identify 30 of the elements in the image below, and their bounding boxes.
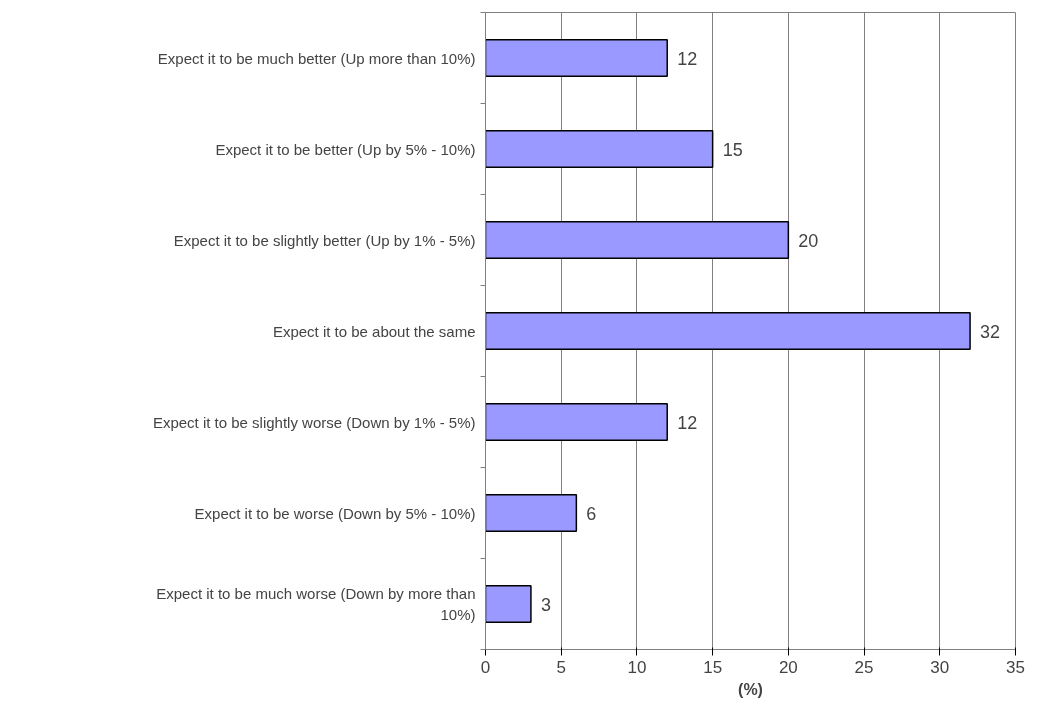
bar [485,39,668,77]
x-tick-label: 5 [556,657,566,677]
x-tick-label: 30 [930,657,950,677]
y-tick-label: Expect it to be better (Up by 5% - 10%) [215,140,476,158]
x-tick-label: 35 [1006,657,1025,677]
data-label: 12 [677,48,698,69]
y-tick-label: Expect it to be about the same [272,322,476,340]
bar [485,403,668,441]
data-label: 3 [540,594,551,615]
x-tick-label: 15 [703,657,723,677]
bar [485,494,578,532]
y-tick-label: Expect it to be slightly better (Up by 1% - 5%) [173,231,476,249]
data-label: 12 [677,412,698,433]
x-tick-label: 10 [627,657,647,677]
data-label: 6 [586,503,597,524]
x-tick-label: 0 [480,657,491,677]
x-tick-label: 25 [854,657,874,677]
x-axis-title: (%) [738,680,763,698]
data-label: 20 [798,230,819,251]
y-tick-label: Expect it to be much worse (Down by more than 10%) [156,585,476,623]
bar [485,312,971,350]
bar [485,221,790,259]
data-label: 32 [980,321,1001,342]
y-tick-label: Expect it to be slightly worse (Down by 1% - 5%) [152,413,476,431]
x-tick-label: 20 [778,657,798,677]
bar [485,130,714,168]
bar [485,585,532,623]
data-label: 15 [722,139,743,160]
y-tick-label: Expect it to be much better (Up more than 10%) [157,49,476,67]
y-tick-label: Expect it to be worse (Down by 5% - 10%) [194,504,476,522]
